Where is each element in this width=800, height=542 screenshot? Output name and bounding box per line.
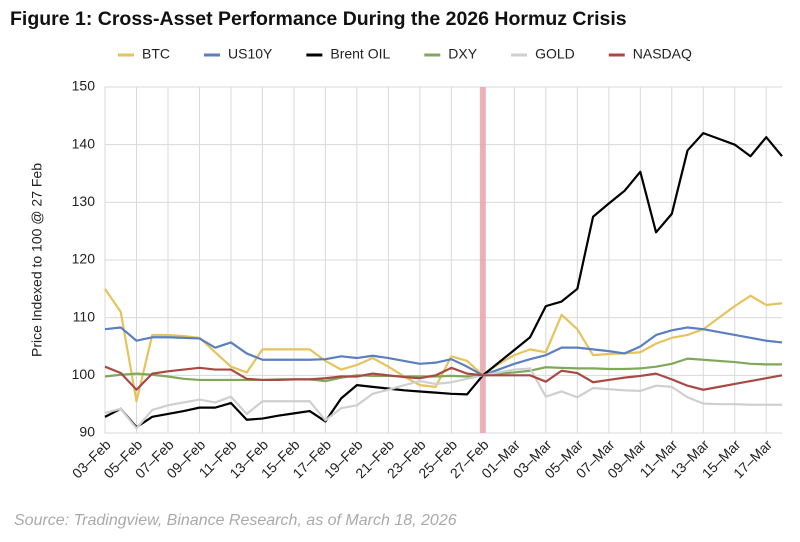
y-tick-label: 150	[72, 78, 96, 94]
y-tick-label: 140	[72, 135, 96, 151]
highlight-band	[479, 87, 486, 433]
y-tick-label: 130	[72, 193, 96, 209]
y-tick-label: 110	[73, 308, 96, 324]
series-line	[104, 132, 783, 429]
legend-label: Brent OIL	[330, 46, 390, 62]
series-line	[104, 288, 783, 403]
legend: BTC US10Y Brent OIL DXY GOLD NASDAQ	[118, 46, 692, 62]
series-line	[104, 367, 782, 430]
legend-label: DXY	[448, 46, 477, 62]
legend-label: BTC	[142, 46, 170, 62]
y-axis-label: Price Indexed to 100 @ 27 Feb	[29, 163, 45, 357]
y-tick-label: 100	[72, 366, 96, 382]
legend-label: NASDAQ	[633, 46, 692, 62]
legend-label: US10Y	[228, 46, 273, 62]
series-line	[104, 365, 783, 391]
legend-label: GOLD	[535, 46, 575, 62]
y-tick-label: 120	[72, 251, 96, 267]
source-note: Source: Tradingview, Binance Research, a…	[14, 512, 457, 529]
chart-title: Figure 1: Cross-Asset Performance During…	[10, 8, 627, 30]
y-tick-label: 90	[79, 424, 95, 440]
series-line	[104, 357, 782, 383]
series-line	[104, 326, 783, 377]
